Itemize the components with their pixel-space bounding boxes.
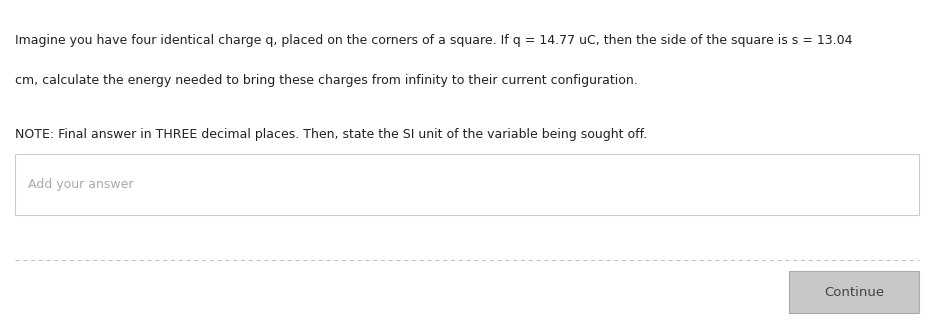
- FancyBboxPatch shape: [789, 271, 919, 313]
- Text: Imagine you have four identical charge q, placed on the corners of a square. If : Imagine you have four identical charge q…: [15, 34, 853, 47]
- Text: NOTE: Final answer in THREE decimal places. Then, state the SI unit of the varia: NOTE: Final answer in THREE decimal plac…: [15, 128, 647, 141]
- Text: Continue: Continue: [824, 286, 884, 299]
- FancyBboxPatch shape: [15, 154, 919, 215]
- Text: cm, calculate the energy needed to bring these charges from infinity to their cu: cm, calculate the energy needed to bring…: [15, 74, 638, 87]
- Text: Add your answer: Add your answer: [28, 178, 134, 191]
